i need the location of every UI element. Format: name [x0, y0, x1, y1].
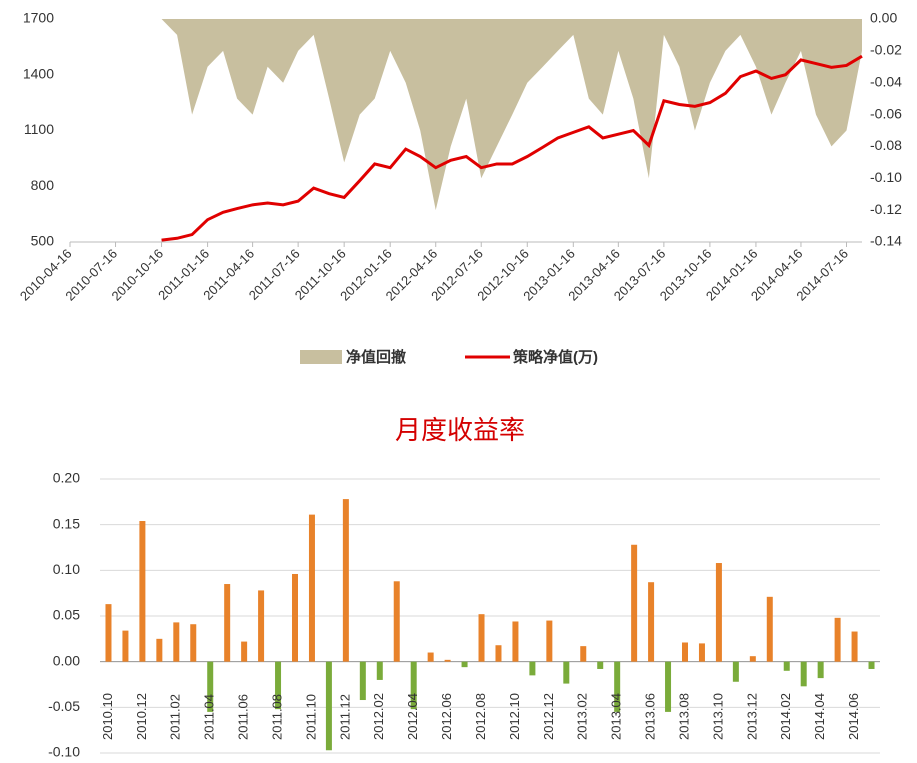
bar: [359, 661, 366, 701]
x-tick-label: 2014.02: [778, 693, 793, 740]
bar: [698, 643, 705, 662]
bar: [546, 620, 553, 662]
y-tick-label: 0.20: [53, 470, 80, 486]
bar: [817, 661, 824, 679]
bar: [512, 621, 519, 662]
bar: [495, 645, 502, 662]
x-tick-label: 2012.02: [371, 693, 386, 740]
bar: [241, 641, 248, 662]
x-tick-label: 2013.12: [744, 693, 759, 740]
y2-tick-label: -0.02: [870, 42, 902, 58]
drawdown-area: [161, 19, 862, 211]
bar: [376, 661, 383, 680]
bar: [665, 661, 672, 712]
x-tick-label: 2010.10: [100, 693, 115, 740]
bar: [325, 661, 332, 751]
y-tick-label: 0.00: [53, 652, 80, 668]
bar: [715, 563, 722, 662]
x-tick-label: 2011.10: [303, 694, 318, 740]
y-tick-label: 0.10: [53, 561, 80, 577]
x-tick-label: 2012.04: [405, 693, 420, 740]
x-tick-label: 2011.06: [236, 694, 251, 740]
y-tick-label: 1400: [23, 65, 54, 81]
y2-tick-label: -0.12: [870, 201, 902, 217]
bar: [122, 630, 129, 662]
bar: [563, 661, 570, 684]
legend-label: 策略净值(万): [512, 348, 598, 366]
bar: [105, 604, 112, 662]
bar: [292, 573, 298, 662]
legend-label: 净值回撤: [346, 348, 406, 366]
bar: [631, 544, 638, 662]
bar: [868, 661, 875, 669]
y-tick-label: -0.05: [48, 698, 80, 714]
x-tick-label: 2013.06: [643, 693, 658, 740]
bar: [156, 638, 163, 662]
bar: [275, 661, 282, 710]
y-tick-label: 0.15: [53, 515, 80, 531]
y-tick-label: -0.10: [48, 744, 80, 760]
y-tick-label: 1700: [23, 10, 54, 26]
bar: [749, 656, 756, 662]
x-tick-label: 2014.04: [812, 693, 827, 740]
y-tick-label: 0.05: [53, 607, 80, 623]
chart-title: 月度收益率: [395, 416, 525, 446]
bar: [258, 590, 265, 662]
bar: [139, 521, 146, 662]
y-tick-label: 500: [31, 233, 55, 249]
x-tick-label: 2014.06: [846, 693, 861, 740]
legend-swatch: [300, 350, 342, 364]
x-tick-label: 2011.12: [337, 694, 352, 740]
bar: [648, 582, 655, 662]
x-tick-label: 2010.12: [134, 693, 149, 740]
x-tick-label: 2013.04: [609, 693, 624, 740]
bar: [444, 659, 451, 662]
bar: [190, 624, 197, 662]
bar: [427, 652, 434, 662]
bar: [834, 617, 841, 662]
y2-tick-label: -0.10: [870, 169, 902, 185]
bar: [800, 661, 807, 687]
bar: [393, 581, 400, 662]
y2-tick-label: -0.06: [870, 105, 902, 121]
y2-tick-label: -0.14: [870, 233, 902, 249]
x-tick-label: 2013.08: [676, 693, 691, 740]
x-tick-label: 2012.06: [439, 693, 454, 740]
x-tick-label: 2013.02: [575, 693, 590, 740]
bar: [732, 661, 739, 682]
y-tick-label: 1100: [24, 121, 54, 137]
bar: [851, 631, 858, 662]
bar: [614, 661, 621, 712]
x-tick-label: 2011.04: [202, 694, 217, 740]
bar: [410, 661, 417, 710]
bar: [207, 661, 214, 712]
x-tick-label: 2013.10: [710, 693, 725, 740]
bar: [478, 614, 485, 662]
bar: [580, 646, 587, 662]
bar: [461, 661, 468, 668]
y2-tick-label: 0.00: [870, 10, 897, 26]
bar: [597, 661, 604, 669]
y-tick-label: 800: [31, 177, 55, 193]
bar: [308, 514, 315, 662]
x-tick-label: 2011.02: [168, 694, 183, 740]
bar: [682, 642, 688, 662]
x-tick-label: 2012.12: [541, 693, 556, 740]
nav-line: [161, 54, 863, 242]
bar: [342, 499, 349, 662]
bar: [529, 661, 536, 676]
bar: [766, 596, 773, 662]
x-tick-label: 2011.08: [269, 694, 284, 740]
bar: [783, 661, 790, 671]
bar: [224, 584, 231, 662]
x-tick-label: 2012.08: [473, 693, 488, 740]
x-tick-label: 2012.10: [507, 693, 522, 740]
bar: [173, 622, 180, 662]
y2-tick-label: -0.08: [870, 137, 902, 153]
y2-tick-label: -0.04: [870, 73, 902, 89]
